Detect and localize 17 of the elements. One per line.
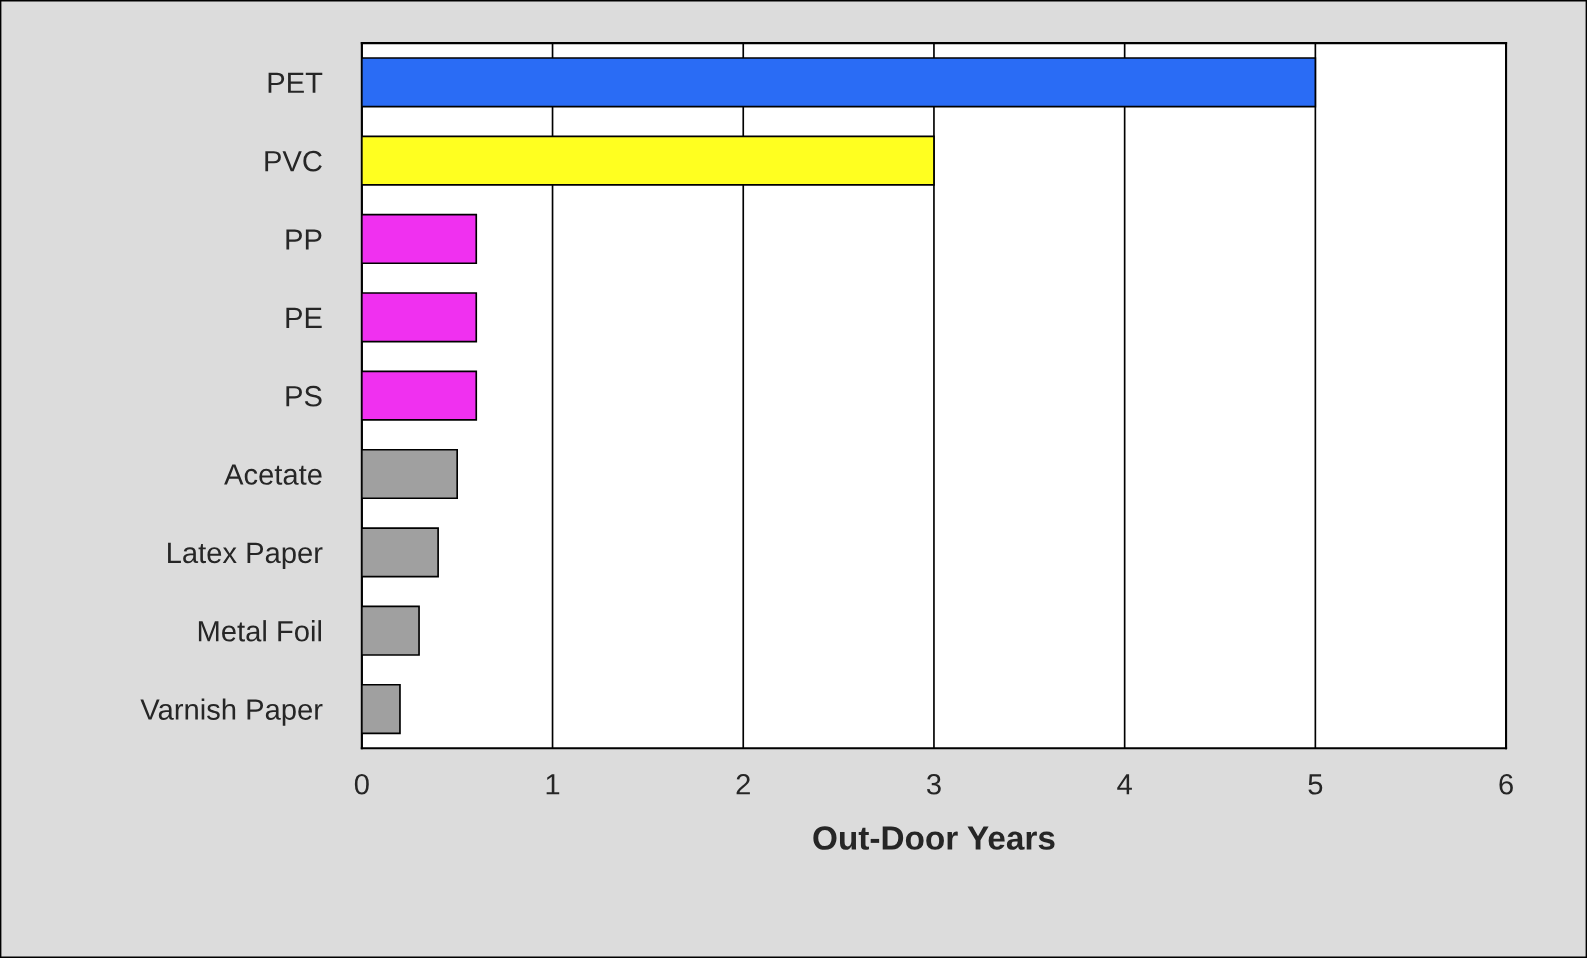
y-tick-label: PP: [286, 229, 322, 250]
x-tick-label: 2: [736, 773, 750, 795]
y-tick-label: Acetate: [224, 464, 322, 485]
y-tick-label: PS: [286, 385, 322, 407]
x-tick-label: 6: [1499, 773, 1513, 795]
y-tick-label: Latex Paper: [168, 542, 323, 569]
y-tick-label: PET: [268, 72, 323, 93]
x-tick-label: 1: [546, 774, 560, 795]
y-tick-label: Metal Foil: [198, 620, 321, 642]
x-tick-label: 5: [1308, 774, 1323, 795]
x-tick-label: 3: [926, 773, 941, 795]
y-tick-label: Varnish Paper: [140, 698, 323, 726]
x-axis-title: Out-Door Years: [813, 826, 1055, 850]
y-tick-label: PE: [286, 307, 322, 328]
x-tick-label: 4: [1117, 774, 1132, 795]
x-tick-label: 0: [354, 773, 369, 795]
y-tick-label: PVC: [265, 150, 322, 172]
